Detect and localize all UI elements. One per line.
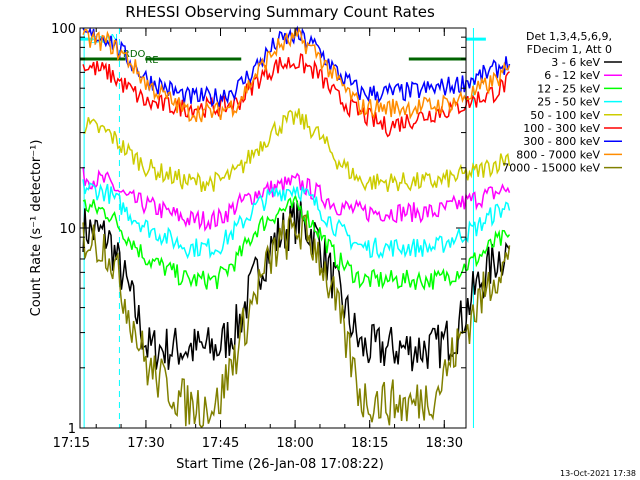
legend-header: FDecim 1, Att 0 xyxy=(527,43,612,56)
legend-entry: 800 - 7000 keV xyxy=(516,148,600,161)
series-line xyxy=(82,108,511,193)
x-axis-label: Start Time (26-Jan-08 17:08:22) xyxy=(176,457,384,472)
flag-label: SAA xyxy=(91,35,112,46)
y-tick-label: 10 xyxy=(59,222,76,237)
legend-entry: 100 - 300 keV xyxy=(523,122,600,135)
x-tick-label: 17:15 xyxy=(53,436,90,451)
series-line xyxy=(82,200,511,372)
series-line xyxy=(82,53,510,138)
legend-entry: 6 - 12 keV xyxy=(544,69,600,82)
series-line xyxy=(82,167,511,232)
x-tick-label: 17:30 xyxy=(127,436,164,451)
series-line xyxy=(82,193,511,291)
y-axis-label: Count Rate (s⁻¹ detector⁻¹) xyxy=(29,140,44,317)
x-tick-label: 18:00 xyxy=(276,436,313,451)
x-tick-label: 18:30 xyxy=(426,436,463,451)
series-line xyxy=(82,27,511,123)
legend-entry: 12 - 25 keV xyxy=(537,82,600,95)
legend-header: Det 1,3,4,5,6,9, xyxy=(526,30,612,43)
y-axis: 1 10 100 xyxy=(51,22,466,437)
legend-entry: 3 - 6 keV xyxy=(551,56,600,69)
legend-entry: 300 - 800 keV xyxy=(523,135,600,148)
y-tick-label: 1 xyxy=(68,422,76,437)
x-tick-label: 17:45 xyxy=(202,436,239,451)
x-tick-label: 18:15 xyxy=(351,436,388,451)
timestamp: 13-Oct-2021 17:38 xyxy=(560,469,636,478)
legend: Det 1,3,4,5,6,9,FDecim 1, Att 03 - 6 keV… xyxy=(502,30,622,175)
legend-entry: 7000 - 15000 keV xyxy=(502,162,600,175)
chart-title: RHESSI Observing Summary Count Rates xyxy=(125,3,435,21)
flag-label: RE xyxy=(145,55,158,66)
x-axis: 17:15 17:30 17:45 18:00 18:15 18:30 xyxy=(53,28,463,451)
series-line xyxy=(82,179,511,260)
flag-label: N xyxy=(110,33,117,44)
y-tick-label: 100 xyxy=(51,22,76,37)
legend-entry: 25 - 50 keV xyxy=(537,96,600,109)
legend-entry: 50 - 100 keV xyxy=(530,109,600,122)
series-line xyxy=(82,213,511,429)
flag-label: RDO xyxy=(123,49,146,60)
